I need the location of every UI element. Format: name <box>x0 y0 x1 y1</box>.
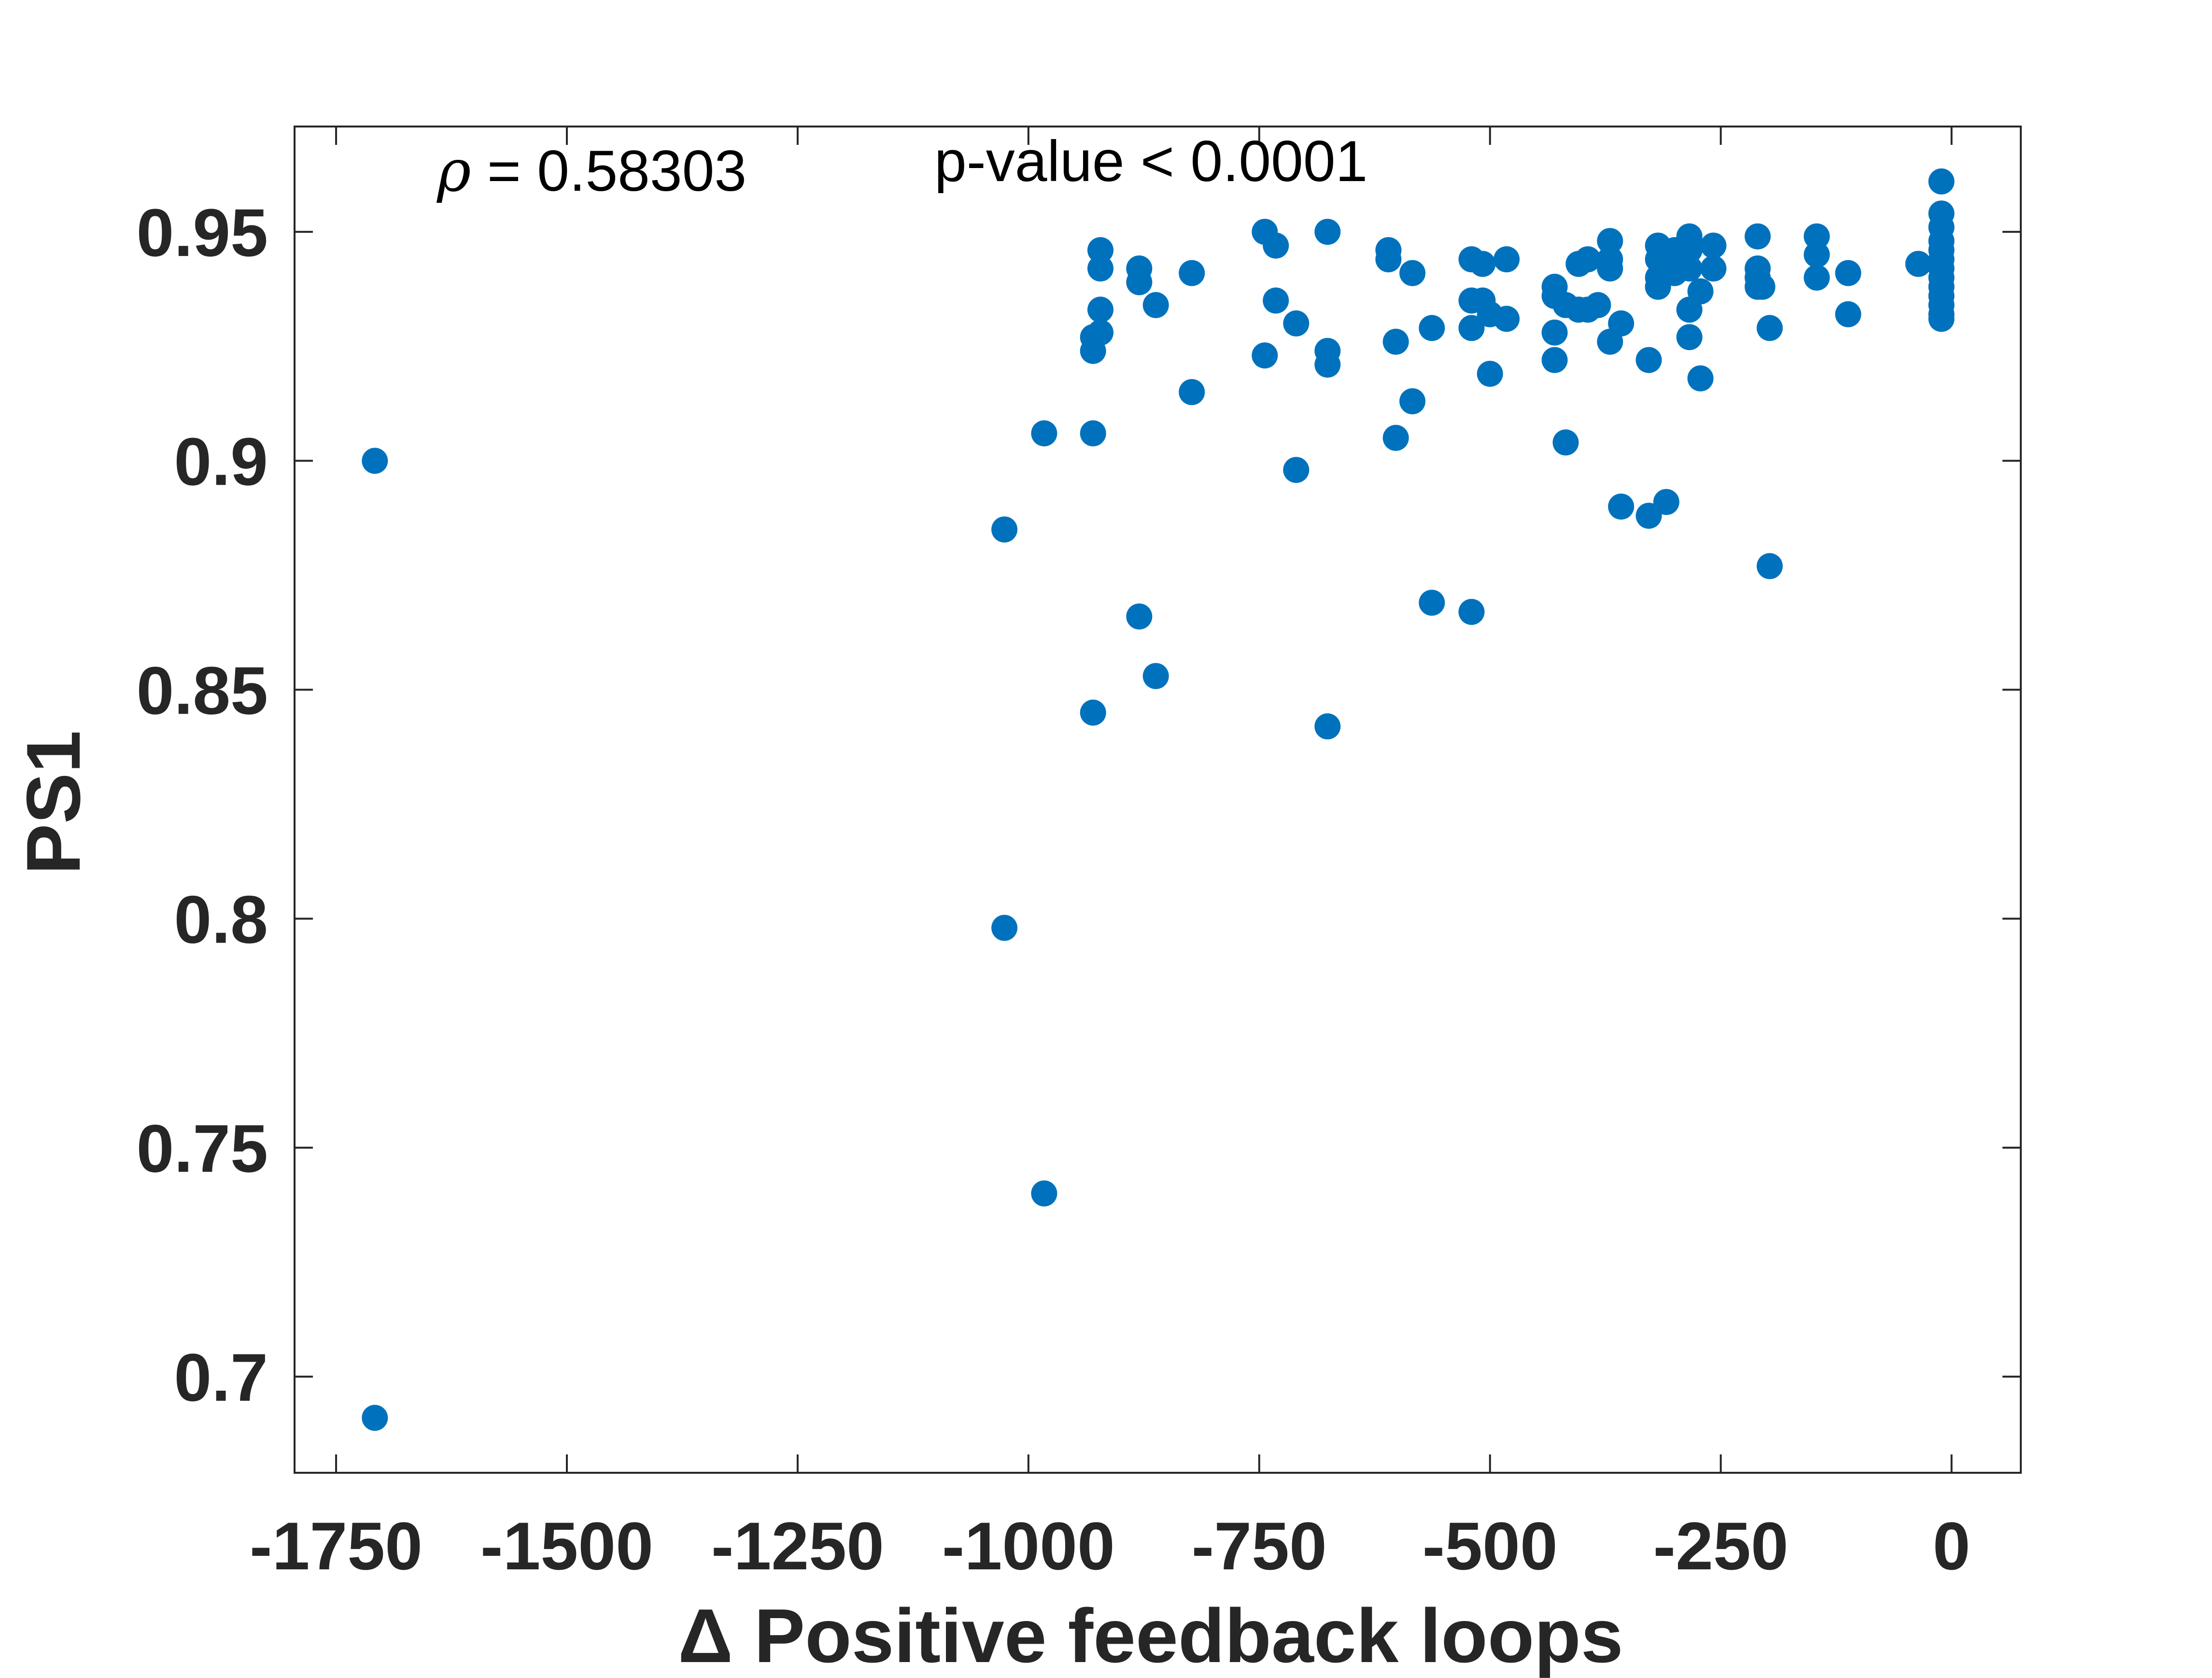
data-point <box>1757 553 1783 579</box>
x-axis-title: Δ Positive feedback loops <box>678 1593 1623 1678</box>
data-point <box>1469 251 1496 277</box>
data-point <box>1477 361 1503 387</box>
plot-frame <box>294 126 2022 1474</box>
data-point <box>1458 315 1485 341</box>
x-tick-label: -1000 <box>942 1508 1115 1584</box>
data-point <box>1803 241 1830 268</box>
pvalue-annotation: p-value < 0.0001 <box>934 129 1367 194</box>
data-point <box>1126 269 1153 296</box>
data-point <box>1087 319 1113 346</box>
y-tick-label: 0.85 <box>137 652 268 728</box>
data-point <box>362 448 388 474</box>
x-tick-label: -1500 <box>480 1508 653 1584</box>
data-point <box>1700 255 1727 282</box>
plot-box <box>294 126 2022 1474</box>
data-point <box>1635 347 1662 373</box>
data-point <box>1803 223 1830 250</box>
data-point <box>1283 457 1310 483</box>
data-point <box>1835 260 1861 286</box>
data-point <box>1314 713 1341 740</box>
data-point <box>1375 246 1402 272</box>
data-point <box>1419 315 1445 341</box>
y-tick-label: 0.95 <box>137 195 268 270</box>
rho-value: = 0.58303 <box>471 139 747 203</box>
data-point <box>1635 503 1662 529</box>
y-tick-label: 0.7 <box>174 1340 268 1415</box>
data-point <box>1087 296 1113 323</box>
data-point <box>1179 260 1205 286</box>
data-point <box>1314 352 1341 378</box>
data-point <box>1575 246 1601 272</box>
data-point <box>991 516 1018 543</box>
data-point <box>1541 347 1568 373</box>
data-point <box>1263 287 1289 314</box>
data-point <box>1419 590 1445 616</box>
data-point <box>1757 315 1783 341</box>
data-point <box>1928 306 1955 332</box>
data-points <box>362 168 1955 1431</box>
y-tick-label: 0.75 <box>137 1111 268 1186</box>
x-tick-label: -750 <box>1192 1508 1327 1584</box>
data-point <box>1552 429 1579 456</box>
data-point <box>1608 310 1634 337</box>
data-point <box>1541 319 1568 346</box>
data-point <box>1031 420 1057 447</box>
data-point <box>1687 365 1714 392</box>
data-point <box>1399 260 1426 286</box>
x-tick-label: -1250 <box>711 1508 884 1584</box>
data-point <box>1080 420 1106 447</box>
data-point <box>1928 168 1955 195</box>
data-point <box>1126 603 1153 630</box>
data-point <box>991 915 1018 941</box>
rho-symbol: ρ <box>436 138 471 205</box>
data-point <box>1283 310 1310 337</box>
data-point <box>1687 278 1714 305</box>
data-point <box>362 1405 388 1431</box>
x-tick-label: 0 <box>1933 1508 1971 1584</box>
data-point <box>1252 342 1278 369</box>
data-point <box>1382 328 1409 355</box>
data-point <box>1493 246 1520 272</box>
y-tick-labels: 0.7 0.75 0.8 0.85 0.9 0.95 <box>137 195 268 1415</box>
axis-ticks <box>295 127 2021 1473</box>
data-point <box>1608 494 1634 520</box>
x-tick-labels: -1750 -1500 -1250 -1000 -750 -500 -250 0 <box>250 1508 1971 1584</box>
data-point <box>1676 324 1703 351</box>
data-point <box>1676 255 1703 282</box>
data-point <box>1749 273 1775 300</box>
x-tick-label: -500 <box>1423 1508 1558 1584</box>
data-point <box>1382 424 1409 451</box>
data-point <box>1905 251 1931 277</box>
x-tick-label: -1750 <box>250 1508 423 1584</box>
data-point <box>1835 301 1861 327</box>
data-point <box>1399 388 1426 414</box>
y-tick-label: 0.8 <box>174 882 268 958</box>
data-point <box>1263 232 1289 259</box>
data-point <box>1314 219 1341 245</box>
data-point <box>1597 228 1623 254</box>
data-point <box>1585 292 1611 318</box>
data-point <box>1597 255 1623 282</box>
x-tick-label: -250 <box>1653 1508 1789 1584</box>
data-point <box>1493 306 1520 332</box>
data-point <box>1080 699 1106 726</box>
data-point <box>1676 237 1703 263</box>
rho-annotation: ρ = 0.58303 <box>436 138 747 205</box>
data-point <box>1458 599 1485 625</box>
data-point <box>1087 237 1113 263</box>
data-point <box>1803 264 1830 291</box>
data-point <box>1142 663 1169 689</box>
data-point <box>1653 489 1679 515</box>
data-point <box>1087 255 1113 282</box>
data-point <box>1700 232 1727 259</box>
data-point <box>1031 1180 1057 1207</box>
data-point <box>1745 223 1771 250</box>
data-point <box>1142 292 1169 318</box>
y-axis-title: PS1 <box>11 731 96 875</box>
y-tick-label: 0.9 <box>174 423 268 499</box>
data-point <box>1179 379 1205 405</box>
